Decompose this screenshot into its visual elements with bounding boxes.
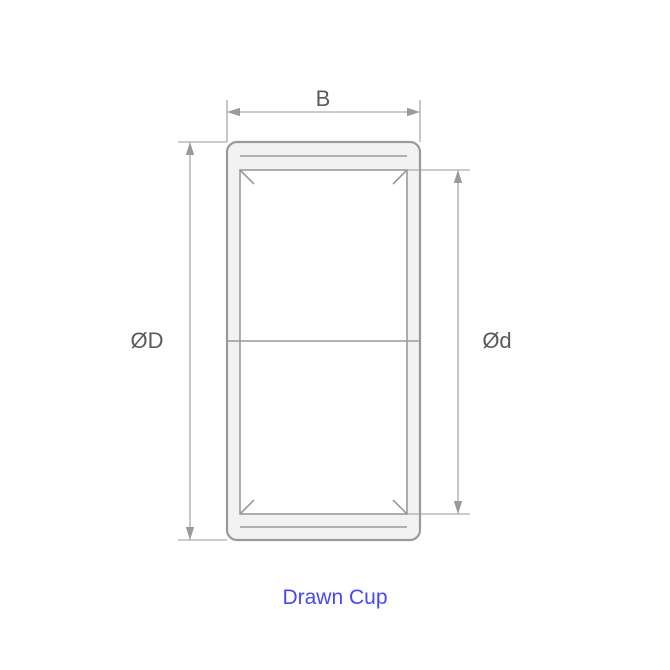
dim-b-arrow-right <box>407 108 420 116</box>
dim-d-arrow-top <box>454 170 462 183</box>
inner-rect <box>240 170 407 514</box>
dim-D-label: ØD <box>131 328 164 353</box>
dim-d-label: Ød <box>482 328 511 353</box>
dim-D-arrow-top <box>186 142 194 155</box>
drawing-svg: B ØD Ød <box>0 0 670 670</box>
dim-d-arrow-bot <box>454 501 462 514</box>
caption: Drawn Cup <box>0 586 670 610</box>
dim-b-label: B <box>316 86 331 111</box>
dim-D-arrow-bot <box>186 527 194 540</box>
diagram-canvas: B ØD Ød Drawn Cup <box>0 0 670 670</box>
dim-b-arrow-left <box>227 108 240 116</box>
